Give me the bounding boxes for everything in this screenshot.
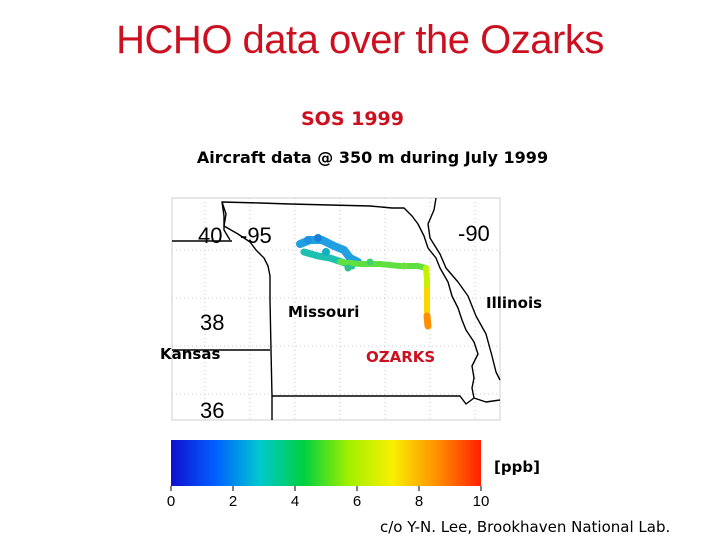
track-point <box>344 264 352 272</box>
colorbar-tick-label: 6 <box>353 493 361 510</box>
credit-line: c/o Y-N. Lee, Brookhaven National Lab. <box>380 518 671 536</box>
ozarks-label: OZARKS <box>366 348 435 366</box>
flight-track <box>296 234 432 330</box>
illinois-boundary <box>427 197 501 381</box>
track-segment-end <box>423 312 432 330</box>
illinois-label: Illinois <box>486 294 542 312</box>
lat-label-36: 36 <box>200 398 224 423</box>
track-point <box>322 248 330 256</box>
colorbar-tick-label: 2 <box>229 493 237 510</box>
track-point <box>366 258 374 266</box>
lon-label-90: -90 <box>458 221 490 246</box>
track-segment-middle <box>337 259 429 271</box>
missouri-boundary <box>221 201 479 405</box>
iowa-border <box>221 201 231 241</box>
state-boundaries <box>172 197 501 420</box>
kentucky-border <box>473 397 501 403</box>
colorbar-tick-label: 4 <box>291 493 299 510</box>
page-title: HCHO data over the Ozarks <box>116 18 604 62</box>
lat-label-38: 38 <box>200 310 224 335</box>
track-point <box>314 234 322 242</box>
colorbar-tick-label: 0 <box>167 493 175 510</box>
map-frame <box>171 197 501 421</box>
map-caption: Aircraft data @ 350 m during July 1999 <box>196 148 549 167</box>
track-point <box>400 262 408 270</box>
colorbar-unit: [ppb] <box>494 458 540 476</box>
kansas-label: Kansas <box>160 345 220 363</box>
lon-label-95: -95 <box>240 223 272 248</box>
colorbar-tick-label: 10 <box>473 493 490 510</box>
colorbar <box>171 440 481 486</box>
track-segment-turn <box>423 265 430 293</box>
track-point <box>304 236 312 244</box>
colorbar-tick-label: 8 <box>415 493 423 510</box>
colorbar-ticks: 0 2 4 6 8 10 <box>167 486 490 510</box>
missouri-label: Missouri <box>288 303 359 321</box>
subtitle: SOS 1999 <box>300 108 404 130</box>
lat-label-40: 40 <box>198 223 222 248</box>
